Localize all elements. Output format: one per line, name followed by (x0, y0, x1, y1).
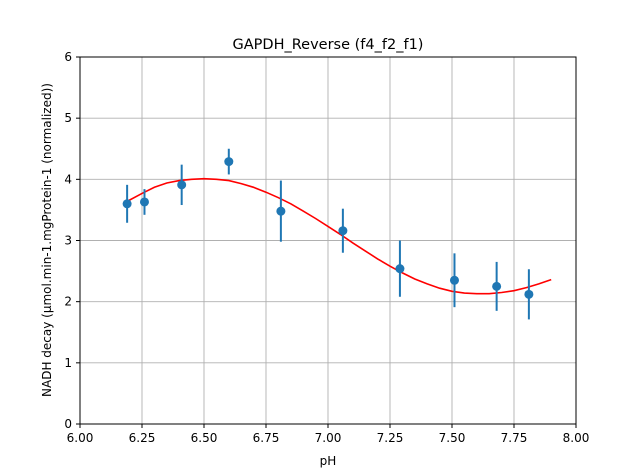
fit-curve-layer (126, 177, 552, 295)
data-points-layer (122, 148, 534, 320)
x-tick-label: 7.25 (377, 431, 404, 445)
x-tick-label: 6.50 (191, 431, 218, 445)
fit-curve (126, 177, 552, 295)
data-point (276, 206, 286, 216)
y-tick-label: 4 (64, 172, 72, 186)
y-axis-label: NADH decay (µmol.min-1.mgProtein-1 (norm… (40, 83, 54, 397)
data-point (524, 289, 534, 299)
x-tick-label: 7.50 (439, 431, 466, 445)
x-tick-label: 6.75 (253, 431, 280, 445)
y-tick-label: 0 (64, 417, 72, 431)
data-point (224, 157, 234, 167)
data-point (492, 281, 502, 291)
x-axis-label: pH (320, 454, 337, 468)
data-point (338, 226, 348, 236)
x-tick-label: 6.00 (67, 431, 94, 445)
data-point (122, 199, 132, 209)
x-tick-label: 8.00 (563, 431, 590, 445)
chart-title: GAPDH_Reverse (f4_f2_f1) (233, 37, 424, 53)
plot-frame (79, 56, 577, 425)
x-tick-label: 6.25 (129, 431, 156, 445)
x-tick-label: 7.00 (315, 431, 342, 445)
x-tick-label: 7.75 (501, 431, 528, 445)
y-tick-label: 5 (64, 111, 72, 125)
data-point (177, 180, 187, 190)
data-point (139, 197, 149, 207)
y-tick-label: 3 (64, 234, 72, 248)
data-point (449, 275, 459, 285)
y-tick-label: 2 (64, 295, 72, 309)
axis-ticks: 6.00 6.25 6.50 6.75 7.00 7.25 7.50 7.75 8.00 0 1 2 3… (64, 50, 589, 445)
y-tick-label: 6 (64, 50, 72, 64)
data-point (395, 264, 405, 274)
y-tick-label: 1 (64, 356, 72, 370)
grid-lines (79, 56, 577, 425)
